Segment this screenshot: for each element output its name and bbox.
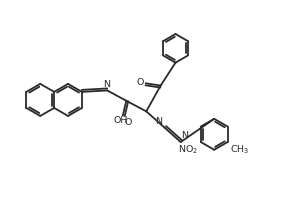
Text: N: N bbox=[181, 131, 188, 140]
Text: NO$_2$: NO$_2$ bbox=[178, 143, 198, 156]
Text: O: O bbox=[136, 78, 143, 87]
Text: CH$_3$: CH$_3$ bbox=[230, 143, 249, 156]
Text: O: O bbox=[124, 118, 132, 127]
Text: N: N bbox=[155, 117, 162, 126]
Text: OH: OH bbox=[114, 116, 128, 125]
Text: N: N bbox=[103, 80, 110, 89]
